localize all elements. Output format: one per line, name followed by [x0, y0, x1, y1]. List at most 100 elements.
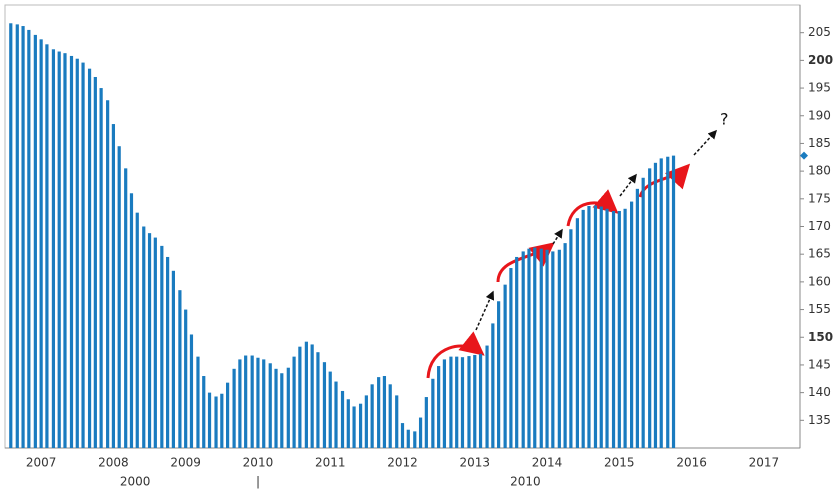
bar — [93, 76, 97, 449]
x-group-label: 2010 — [510, 475, 541, 489]
bar — [431, 378, 435, 448]
bar — [153, 237, 157, 448]
bar — [27, 29, 31, 448]
bar — [184, 309, 188, 448]
y-tick-label: 145 — [808, 357, 831, 371]
bar — [503, 284, 507, 448]
y-tick-label: 155 — [808, 302, 831, 316]
bar — [45, 44, 49, 448]
bar — [202, 376, 206, 448]
bar — [406, 429, 410, 448]
bar — [485, 345, 489, 448]
bar — [33, 34, 37, 449]
bar — [449, 356, 453, 448]
bar — [21, 26, 25, 448]
bar — [142, 226, 146, 448]
bar — [623, 208, 627, 448]
bar — [413, 431, 417, 448]
bar — [196, 356, 200, 448]
bar — [328, 371, 332, 448]
bar — [635, 188, 639, 448]
bar — [39, 39, 43, 449]
bar — [310, 344, 314, 448]
annotation: ? — [720, 110, 729, 129]
bar — [515, 256, 519, 448]
y-tick-label: 160 — [808, 274, 831, 288]
bar — [316, 352, 320, 448]
x-tick-label: 2013 — [459, 456, 490, 470]
bar — [491, 323, 495, 448]
bar — [467, 356, 471, 448]
bar — [630, 201, 634, 448]
bar — [653, 162, 658, 448]
bar — [437, 366, 441, 448]
bar — [322, 362, 327, 448]
y-tick-label: 180 — [808, 164, 831, 178]
bar — [388, 384, 392, 448]
bar — [207, 392, 212, 448]
bar — [87, 68, 92, 449]
bar — [75, 58, 79, 449]
bar — [232, 368, 236, 448]
bar — [106, 100, 110, 449]
bar — [569, 229, 573, 448]
bar — [382, 376, 387, 448]
bar — [238, 359, 242, 448]
bar — [298, 346, 302, 448]
bar — [455, 356, 459, 448]
y-tick-label: 200 — [808, 53, 833, 67]
bar — [593, 205, 598, 448]
bar — [418, 417, 423, 448]
bar — [617, 210, 621, 448]
y-tick-label: 135 — [808, 413, 831, 427]
trend-arrows — [426, 163, 691, 379]
bar — [117, 146, 121, 449]
bar — [111, 124, 116, 449]
bar — [57, 51, 61, 448]
bar — [63, 53, 67, 449]
bar — [286, 367, 290, 448]
bar — [274, 368, 278, 448]
bar — [575, 218, 579, 448]
bar — [15, 24, 19, 448]
bar — [189, 334, 194, 448]
bar — [280, 373, 284, 448]
bar — [9, 23, 13, 449]
bar — [262, 359, 266, 448]
bar — [424, 397, 428, 448]
y-tick-label: 195 — [808, 81, 831, 95]
x-tick-label: 2007 — [26, 456, 57, 470]
x-tick-label: 2010 — [243, 456, 274, 470]
bar — [352, 406, 356, 448]
bar — [51, 49, 56, 449]
bar — [99, 88, 103, 448]
bar — [611, 210, 616, 448]
last-value-marker — [800, 151, 808, 160]
bar — [400, 423, 405, 448]
x-tick-label: 2017 — [749, 456, 780, 470]
bar — [478, 353, 483, 448]
bar — [527, 248, 531, 448]
bar — [268, 363, 272, 448]
bar — [395, 395, 399, 448]
bar — [666, 156, 670, 449]
x-tick-label: 2014 — [532, 456, 563, 470]
bar — [442, 359, 447, 448]
bar — [587, 206, 591, 448]
bar — [581, 209, 585, 448]
x-tick-label: 2016 — [676, 456, 707, 470]
bar — [539, 248, 543, 448]
bar — [377, 377, 381, 448]
bar — [171, 270, 175, 448]
bar — [250, 355, 254, 448]
bar — [147, 233, 152, 448]
y-tick-label: 185 — [808, 136, 831, 150]
bar — [370, 384, 374, 448]
bar — [244, 355, 248, 448]
x-tick-label: 2012 — [387, 456, 418, 470]
bar — [220, 393, 224, 448]
bar — [135, 212, 139, 448]
bar — [304, 341, 308, 448]
bar — [641, 177, 645, 448]
